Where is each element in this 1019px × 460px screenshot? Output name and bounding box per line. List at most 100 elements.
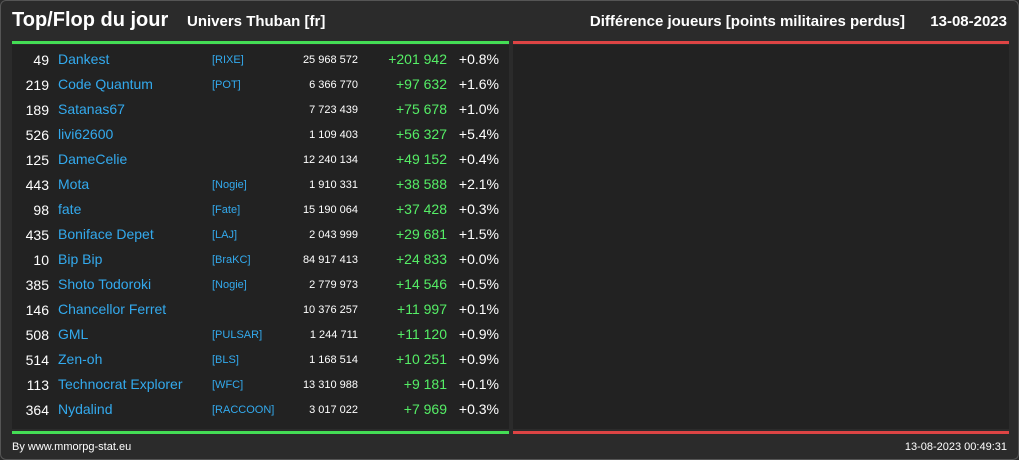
player-rank: 219	[25, 77, 49, 93]
player-rank: 364	[25, 402, 49, 418]
player-name-link[interactable]: Bip Bip	[58, 251, 103, 267]
points-difference: +75 678	[396, 101, 447, 117]
table-row: 219 Code Quantum [POT] 6 366 770 +97 632 +1.6…	[12, 73, 509, 98]
player-rank: 146	[25, 302, 49, 318]
points-difference: +7 969	[403, 401, 447, 417]
player-rank: 49	[33, 52, 49, 68]
points-difference: +11 120	[397, 326, 447, 342]
percent-change: +0.0%	[458, 251, 499, 267]
points-difference: +29 681	[396, 226, 447, 242]
top-panel: 49 Dankest [RIXE] 25 968 572 +201 942 +0.8% 21…	[12, 45, 509, 429]
alliance-tag-link[interactable]: [WFC]	[212, 379, 244, 391]
points-difference: +56 327	[396, 126, 447, 142]
points-difference: +201 942	[388, 51, 447, 67]
player-points: 6 366 770	[309, 79, 358, 91]
table-row: 125 DameCelie 12 240 134 +49 152 +0.4%	[12, 148, 509, 173]
percent-change: +0.4%	[458, 151, 499, 167]
page-title: Top/Flop du jour	[12, 9, 169, 31]
player-rank: 508	[25, 327, 49, 343]
top-divider-top	[12, 41, 509, 44]
site-credit: By www.mmorpg-stat.eu	[12, 441, 132, 453]
player-rank: 435	[25, 227, 49, 243]
player-points: 2 779 973	[309, 279, 358, 291]
percent-change: +1.5%	[458, 226, 499, 242]
alliance-tag-link[interactable]: [LAJ]	[212, 229, 238, 241]
points-difference: +11 997	[397, 301, 447, 317]
table-row: 385 Shoto Todoroki [Nogie] 2 779 973 +14 546…	[12, 273, 509, 298]
percent-change: +0.9%	[458, 326, 499, 342]
percent-change: +0.5%	[458, 276, 499, 292]
universe-subtitle: Univers Thuban [fr]	[187, 13, 326, 30]
flop-divider-top	[513, 41, 1009, 44]
percent-change: +0.1%	[458, 301, 499, 317]
player-points: 12 240 134	[302, 154, 358, 166]
percent-change: +0.3%	[458, 401, 499, 417]
table-row: 146 Chancellor Ferret 10 376 257 +11 997 +0.…	[12, 298, 509, 323]
percent-change: +5.4%	[458, 126, 499, 142]
table-row: 526 livi62600 1 109 403 +56 327 +5.4%	[12, 123, 509, 148]
alliance-tag-link[interactable]: [Nogie]	[212, 179, 247, 191]
player-name-link[interactable]: Technocrat Explorer	[58, 376, 183, 392]
points-difference: +14 546	[396, 276, 447, 292]
player-name-link[interactable]: Mota	[58, 176, 90, 192]
alliance-tag-link[interactable]: [PULSAR]	[212, 329, 263, 341]
points-difference: +37 428	[396, 201, 447, 217]
points-difference: +24 833	[396, 251, 447, 267]
percent-change: +0.3%	[458, 201, 499, 217]
alliance-tag-link[interactable]: [Nogie]	[212, 279, 247, 291]
player-rank: 125	[25, 152, 49, 168]
player-points: 2 043 999	[309, 229, 358, 241]
points-difference: +38 588	[396, 176, 447, 192]
table-row: 508 GML [PULSAR] 1 244 711 +11 120 +0.9%	[12, 323, 509, 348]
table-row: 514 Zen-oh [BLS] 1 168 514 +10 251 +0.9%	[12, 348, 509, 373]
points-difference: +97 632	[396, 76, 447, 92]
alliance-tag-link[interactable]: [BraKC]	[212, 254, 251, 266]
alliance-tag-link[interactable]: [RIXE]	[212, 54, 244, 66]
alliance-tag-link[interactable]: [Fate]	[212, 204, 241, 216]
player-rank: 514	[25, 352, 49, 368]
player-name-link[interactable]: Satanas67	[58, 101, 125, 117]
player-points: 1 168 514	[309, 354, 358, 366]
table-row: 435 Boniface Depet [LAJ] 2 043 999 +29 681 +1…	[12, 223, 509, 248]
percent-change: +0.1%	[458, 376, 499, 392]
player-rank: 189	[25, 102, 49, 118]
points-difference: +10 251	[396, 351, 447, 367]
player-rank: 526	[25, 127, 49, 143]
percent-change: +0.9%	[458, 351, 499, 367]
points-difference: +49 152	[396, 151, 447, 167]
flop-divider-bottom	[513, 431, 1009, 434]
player-name-link[interactable]: Shoto Todoroki	[58, 276, 152, 292]
alliance-tag-link[interactable]: [RACCOON]	[212, 404, 275, 416]
player-rank: 443	[25, 177, 49, 193]
player-points: 84 917 413	[302, 254, 358, 266]
metric-label: Différence joueurs [points militaires pe…	[589, 13, 905, 30]
player-rank: 10	[33, 252, 49, 268]
player-name-link[interactable]: livi62600	[58, 126, 114, 142]
table-row: 49 Dankest [RIXE] 25 968 572 +201 942 +0.8%	[12, 48, 509, 73]
table-row: 189 Satanas67 7 723 439 +75 678 +1.0%	[12, 98, 509, 123]
player-name-link[interactable]: fate	[58, 201, 82, 217]
player-name-link[interactable]: Nydalind	[58, 401, 113, 417]
player-name-link[interactable]: Dankest	[58, 51, 110, 67]
player-name-link[interactable]: Code Quantum	[58, 76, 153, 92]
header-date: 13-08-2023	[930, 13, 1007, 30]
top-divider-bottom	[12, 431, 509, 434]
player-name-link[interactable]: Boniface Depet	[58, 226, 154, 242]
player-points: 1 910 331	[309, 179, 358, 191]
player-points: 7 723 439	[309, 104, 358, 116]
table-row: 113 Technocrat Explorer [WFC] 13 310 988 +9 …	[12, 373, 509, 398]
alliance-tag-link[interactable]: [BLS]	[212, 354, 239, 366]
table-row: 98 fate [Fate] 15 190 064 +37 428 +0.3%	[12, 198, 509, 223]
player-points: 15 190 064	[302, 204, 358, 216]
alliance-tag-link[interactable]: [POT]	[212, 79, 241, 91]
player-name-link[interactable]: DameCelie	[58, 151, 128, 167]
player-points: 10 376 257	[302, 304, 358, 316]
player-name-link[interactable]: Chancellor Ferret	[58, 301, 167, 317]
player-points: 13 310 988	[302, 379, 358, 391]
percent-change: +1.0%	[458, 101, 499, 117]
player-points: 1 244 711	[309, 329, 358, 341]
points-difference: +9 181	[403, 376, 447, 392]
player-name-link[interactable]: Zen-oh	[58, 351, 103, 367]
player-name-link[interactable]: GML	[58, 326, 89, 342]
